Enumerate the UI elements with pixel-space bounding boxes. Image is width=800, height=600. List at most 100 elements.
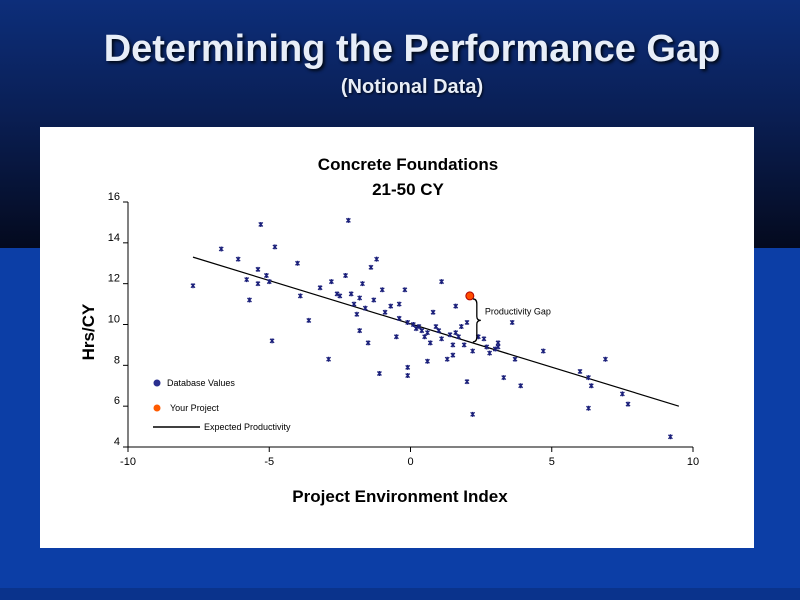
database-value-point [357,328,363,334]
database-value-point [266,279,272,285]
database-value-point [405,364,411,370]
database-value-point [295,260,300,266]
x-tick-label: -5 [264,456,274,468]
database-value-point [439,336,445,342]
x-tick-label: 10 [687,456,699,468]
trend-line [192,256,680,407]
database-value-point [354,311,360,317]
database-value-point [464,379,470,385]
database-value-point [540,348,546,354]
y-tick-label: 10 [108,314,120,326]
x-axis-label: Project Environment Index [292,487,508,506]
database-value-point [602,356,608,362]
database-value-point [396,315,402,321]
database-value-point [388,303,394,309]
database-value-point [458,324,464,330]
y-tick-label: 16 [108,191,120,203]
database-value-point [577,368,583,374]
database-value-point [357,295,363,301]
database-value-point [218,246,224,252]
database-value-point [272,244,278,250]
database-value-point [362,305,368,311]
legend-label: Your Project [170,403,219,413]
database-value-point [461,342,467,348]
legend-database-marker [153,379,161,387]
y-tick-label: 6 [114,395,120,407]
database-value-point [345,217,351,223]
database-value-point [405,319,411,325]
axes: -10 -5 0 5 10 4 6 8 10 12 14 16 [108,191,699,468]
database-value-point [444,356,450,362]
database-value-point [416,324,422,330]
database-value-point [376,371,382,376]
database-value-point [447,332,453,338]
database-value-point [263,273,269,278]
legend-project-marker [153,404,161,412]
database-value-point [424,358,430,364]
database-value-point [433,324,439,330]
database-value-point [402,287,408,293]
database-value-point [328,279,334,285]
database-value-point [244,277,250,283]
database-value-point [379,287,385,293]
database-value-point [371,297,377,303]
database-value-point [424,330,430,336]
database-value-point [453,303,459,309]
database-value-point [586,375,591,381]
legend-label: Database Values [167,378,235,388]
y-axis-label: Hrs/CY [79,303,98,360]
database-value-point [351,301,357,307]
database-value-point [382,309,388,315]
database-value-point [365,340,371,346]
legend: Database Values Your Project Expected Prod… [153,378,291,432]
database-value-point [419,328,425,334]
database-value-point [470,348,476,354]
database-value-point [439,279,445,285]
data-points [190,217,673,440]
slide-title: Determining the Performance Gap [103,28,721,70]
database-value-point [450,342,456,348]
x-tick-label: -10 [120,456,136,468]
chart-subtitle: 21-50 CY [372,180,444,199]
database-value-point [255,266,261,272]
database-value-point [410,322,416,327]
database-value-point [450,352,456,358]
database-value-point [255,281,261,287]
database-value-point [337,293,343,299]
database-value-point [484,344,490,350]
database-value-point [667,434,673,440]
productivity-gap-annotation: Productivity Gap [472,298,551,343]
expected-productivity-line [192,256,680,407]
database-value-point [368,264,374,270]
database-value-point [360,281,365,287]
database-value-point [625,401,631,407]
database-value-point [509,319,515,325]
database-value-point [348,291,354,297]
database-value-point [326,356,332,362]
database-value-point [405,373,411,379]
database-value-point [436,328,442,334]
database-value-point [269,338,275,344]
database-value-point [427,340,433,346]
database-value-point [306,317,312,323]
x-tick-label: 0 [407,456,413,468]
y-tick-label: 4 [114,436,120,448]
gap-label: Productivity Gap [485,306,551,316]
database-value-point [588,383,594,389]
database-value-point [481,336,487,342]
database-value-point [464,319,470,325]
database-value-point [422,334,428,340]
database-value-point [430,309,436,315]
background-stripe [0,588,800,600]
database-value-point [619,391,625,397]
database-value-point [374,256,380,262]
scatter-chart: Concrete Foundations 21-50 CY Project En… [79,155,699,506]
database-value-point [586,405,591,411]
y-tick-label: 14 [108,232,120,244]
database-value-point [317,285,323,291]
y-tick-label: 8 [114,354,120,366]
x-tick-label: 5 [549,456,555,468]
database-value-point [258,221,264,227]
chart-title: Concrete Foundations [318,155,498,174]
database-value-point [512,356,518,362]
